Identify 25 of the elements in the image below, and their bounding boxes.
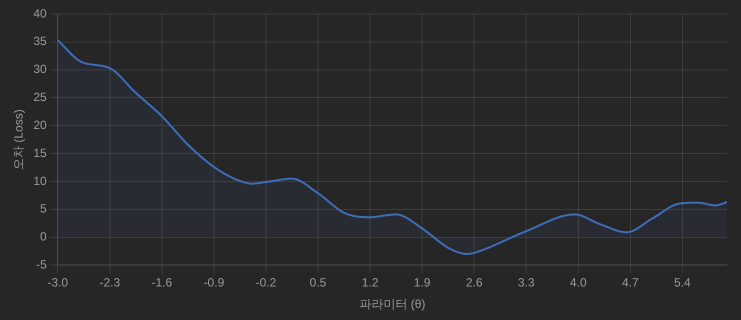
x-tick-label: -2.3 (99, 276, 120, 290)
y-tick-label: 20 (33, 118, 48, 132)
x-tick-label: 0.5 (310, 276, 327, 290)
y-tick-label: 30 (33, 62, 48, 76)
x-tick-label: 2.6 (466, 276, 483, 290)
y-tick-label: 0 (40, 230, 48, 244)
x-tick-label: 1.9 (414, 276, 431, 290)
y-tick-label: 40 (33, 6, 48, 20)
x-tick-label: 3.3 (518, 276, 535, 290)
y-tick-label: -5 (36, 258, 48, 272)
x-tick-label: 4.7 (622, 276, 639, 290)
x-tick-label: -1.6 (152, 276, 173, 290)
y-tick-label: 35 (33, 34, 48, 48)
x-tick-label: -3.0 (47, 276, 68, 290)
x-axis-title: 파라미터 (θ) (359, 297, 426, 312)
x-tick-label: -0.2 (256, 276, 277, 290)
y-axis-title: 오차 (Loss) (12, 109, 26, 170)
x-tick-label: 1.2 (362, 276, 379, 290)
x-tick-label: -0.9 (204, 276, 225, 290)
y-tick-label: 25 (33, 90, 48, 104)
y-tick-label: 10 (33, 174, 48, 188)
y-tick-label: 5 (40, 202, 48, 216)
x-tick-label: 4.0 (570, 276, 587, 290)
y-tick-label: 15 (33, 146, 48, 160)
x-tick-label: 5.4 (674, 276, 692, 290)
